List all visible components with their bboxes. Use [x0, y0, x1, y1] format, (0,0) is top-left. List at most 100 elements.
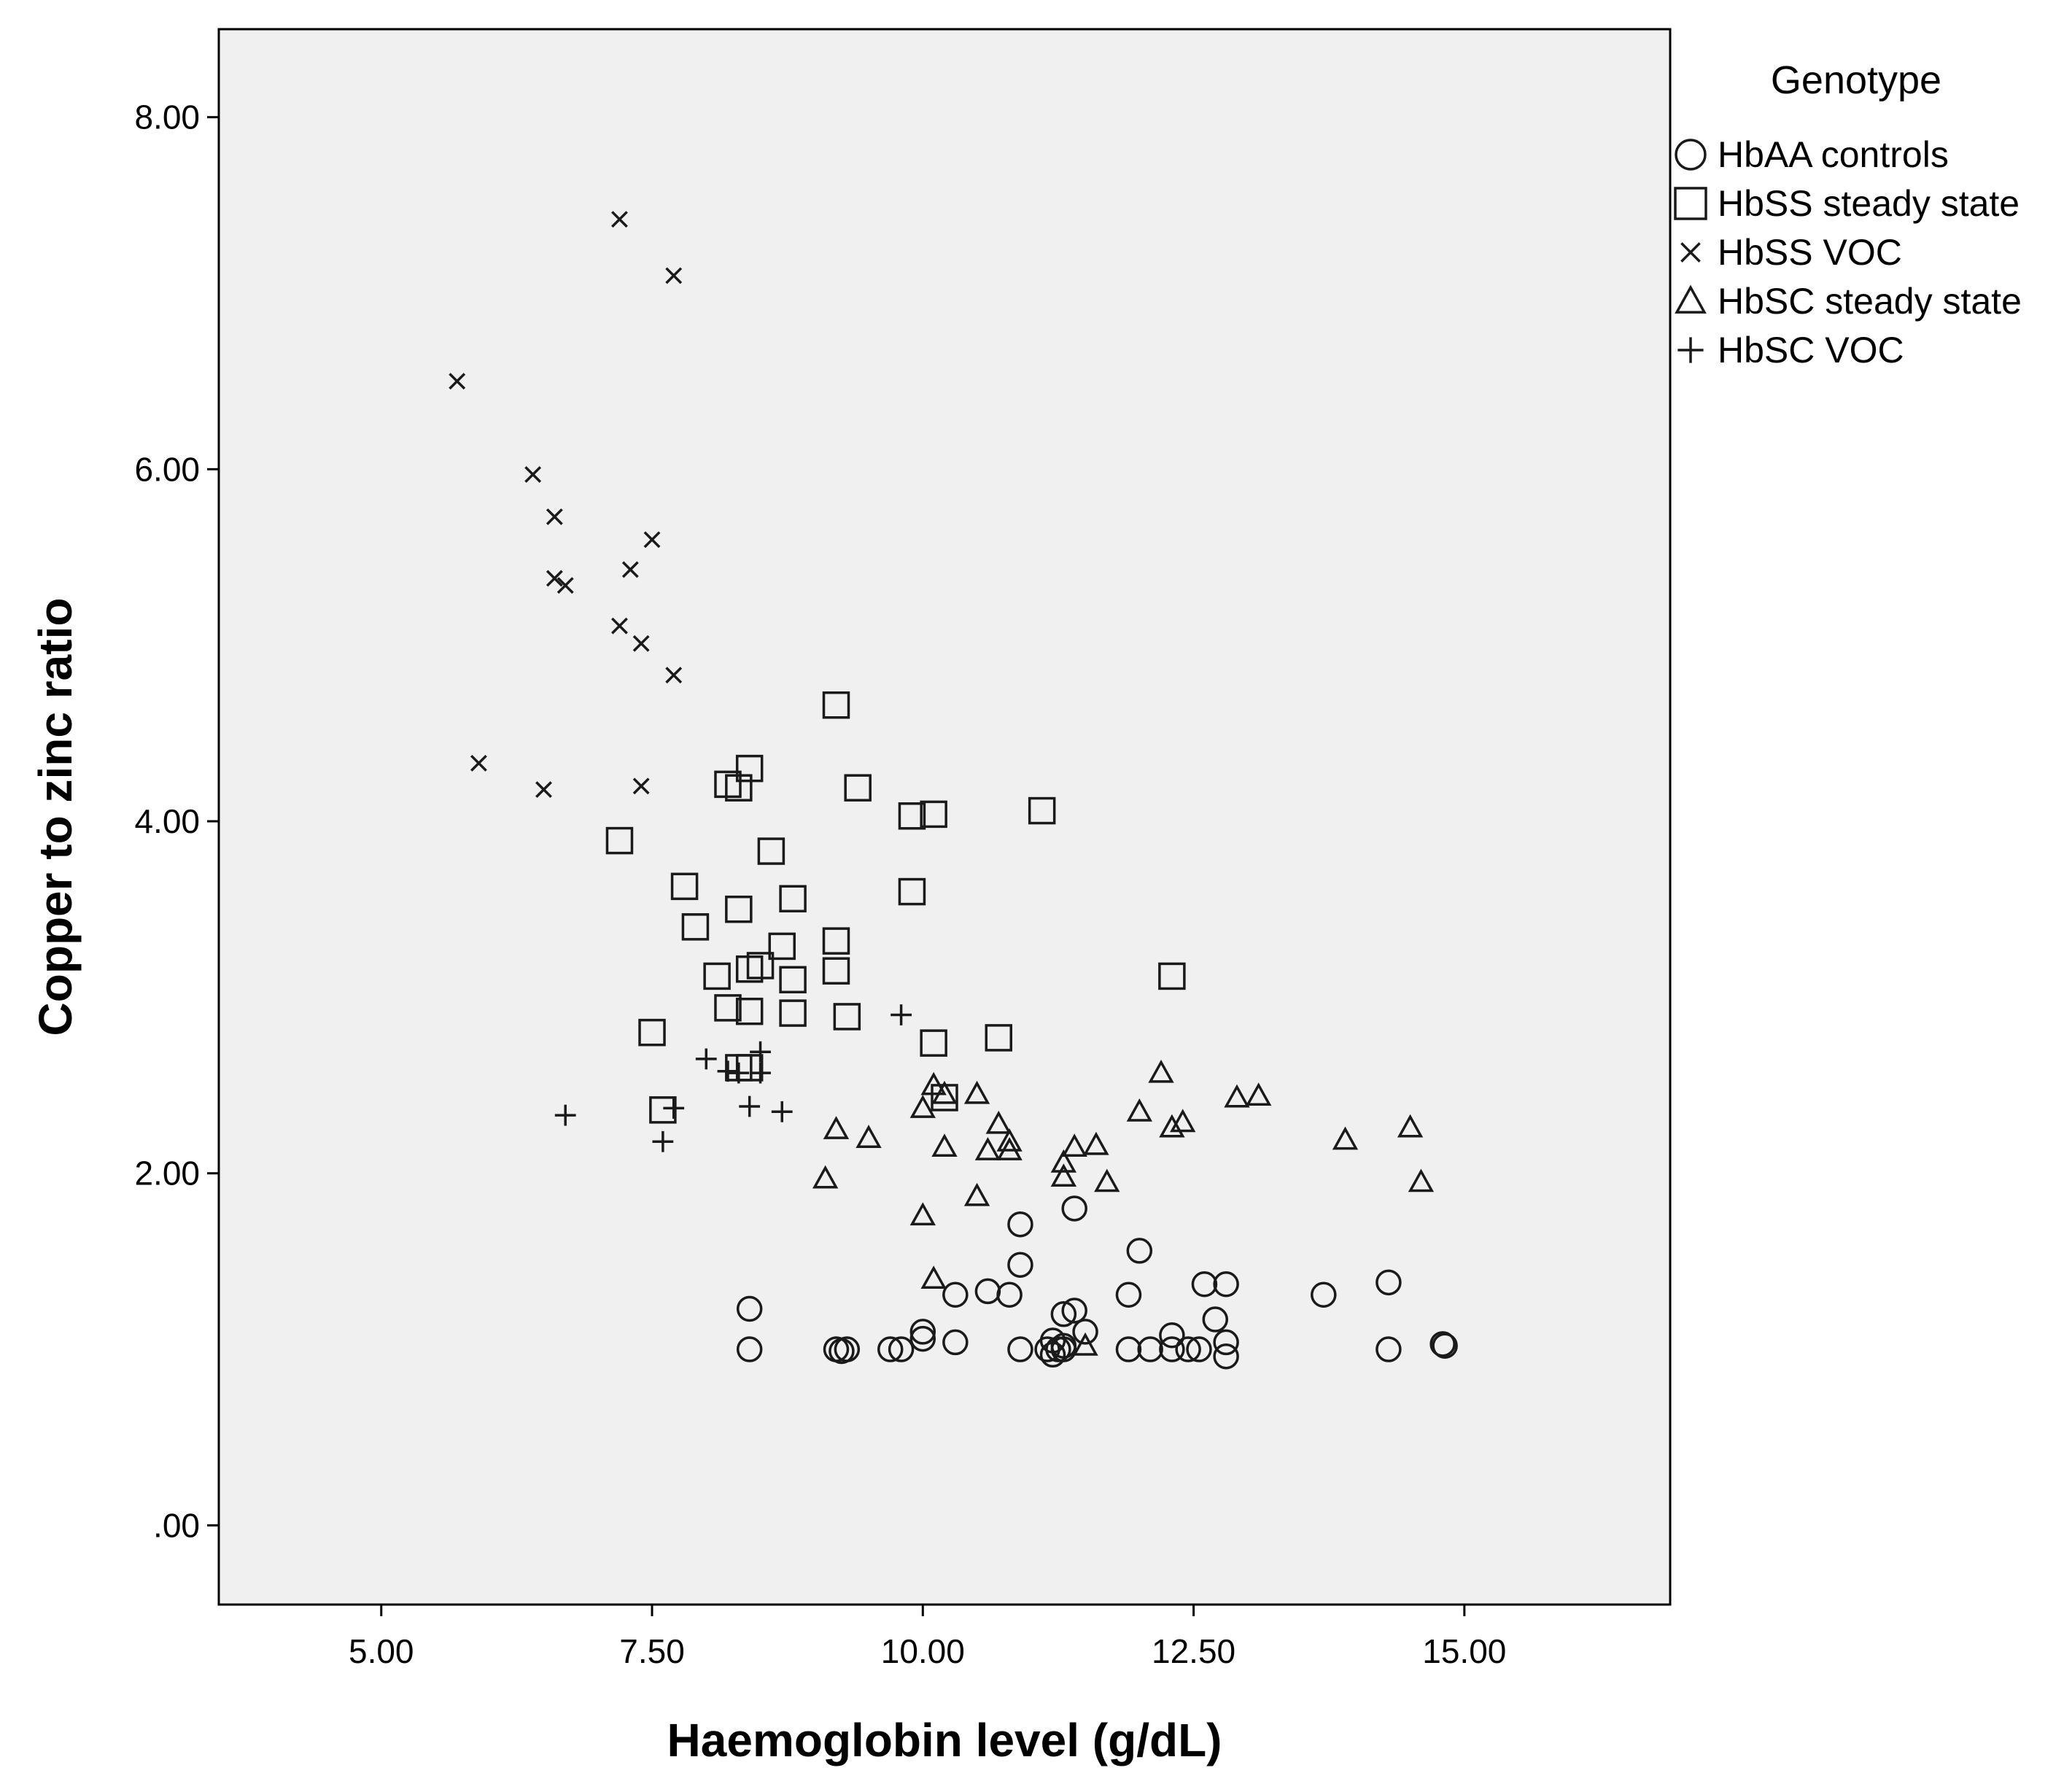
data-point [1050, 1301, 1077, 1327]
series-circle [736, 1195, 1458, 1370]
y-tick-label: .00 [153, 1506, 200, 1544]
data-point [717, 1060, 739, 1082]
data-point [1432, 1333, 1458, 1359]
x-tick-label: 10.00 [881, 1632, 965, 1670]
series-x [449, 211, 683, 799]
data-point [546, 508, 563, 525]
data-point [1061, 1298, 1087, 1324]
data-point [1224, 1084, 1250, 1108]
data-point [663, 1098, 685, 1119]
data-point [556, 577, 574, 594]
data-point [996, 1281, 1023, 1308]
legend-label: HbSC VOC [1718, 330, 1904, 371]
data-point [739, 1095, 761, 1117]
data-point [470, 754, 487, 772]
data-point [681, 913, 710, 941]
data-point [963, 1182, 990, 1206]
x-axis-title: Haemoglobin level (g/dL) [667, 1714, 1222, 1766]
data-point [1137, 1336, 1163, 1362]
data-point [920, 1071, 947, 1095]
data-point [1159, 1114, 1185, 1138]
data-point [1072, 1319, 1098, 1345]
data-point [1429, 1331, 1456, 1357]
data-point [779, 885, 807, 912]
data-point [652, 1130, 674, 1152]
data-point [822, 691, 850, 719]
data-point [1050, 1163, 1077, 1187]
data-point [746, 952, 775, 980]
y-tick-label: 8.00 [134, 98, 200, 136]
data-point [779, 966, 807, 993]
data-point [703, 962, 731, 990]
data-point [449, 373, 466, 390]
data-point [728, 1062, 750, 1084]
data-point [611, 211, 628, 228]
data-point [605, 826, 634, 855]
data-point [649, 1096, 677, 1124]
data-point [735, 997, 764, 1025]
data-point [1158, 962, 1186, 990]
data-point [750, 1062, 771, 1084]
data-point [632, 635, 650, 652]
data-point [1007, 1252, 1033, 1278]
data-point [1159, 1336, 1185, 1362]
series-plus [554, 1004, 912, 1152]
data-point [779, 999, 807, 1027]
y-axis: .00 2.00 4.00 6.00 8.00 [134, 98, 219, 1544]
data-point [714, 770, 742, 799]
data-point [1083, 1131, 1109, 1155]
x-axis: 5.00 7.50 10.00 12.50 15.00 [349, 1605, 1506, 1670]
data-point [665, 667, 683, 684]
data-point [942, 1281, 969, 1308]
data-point [714, 994, 742, 1022]
data-point [1202, 1306, 1229, 1333]
data-point [1050, 1333, 1077, 1359]
x-tick-label: 15.00 [1422, 1632, 1506, 1670]
data-point [1186, 1336, 1212, 1362]
data-point [757, 837, 785, 865]
legend-label: HbSS steady state [1718, 183, 2020, 224]
series-triangle [812, 1059, 1435, 1356]
data-point [920, 1029, 947, 1057]
data-point [1213, 1271, 1239, 1298]
data-points [449, 211, 1458, 1370]
data-point [909, 1325, 936, 1352]
data-point [834, 1336, 861, 1362]
x-tick-label: 7.50 [619, 1632, 685, 1670]
data-point [771, 1101, 793, 1122]
data-point [963, 1080, 990, 1104]
data-point [920, 1265, 947, 1289]
data-point [1376, 1269, 1402, 1296]
data-point [695, 1048, 717, 1070]
data-point [611, 617, 628, 635]
data-point [1072, 1332, 1098, 1356]
data-point [670, 872, 699, 901]
legend-marker [1675, 284, 1707, 314]
data-point [638, 1018, 666, 1047]
data-point [735, 1054, 764, 1082]
legend: Genotype HbAA controls HbSS steady state H… [1674, 58, 2022, 371]
data-point [1126, 1238, 1153, 1264]
data-point [909, 1319, 936, 1345]
data-point [931, 1080, 958, 1104]
data-point [812, 1165, 839, 1189]
data-point [920, 800, 947, 829]
plot-area [217, 28, 1672, 1606]
y-axis-title: Copper to zinc ratio [29, 598, 82, 1036]
data-point [996, 1128, 1023, 1152]
data-point [891, 1004, 912, 1025]
y-tick-label: 6.00 [134, 450, 200, 488]
data-point [1115, 1336, 1142, 1362]
data-point [750, 1041, 771, 1063]
data-point [931, 1133, 958, 1157]
data-point [985, 1110, 1012, 1134]
data-point [1175, 1336, 1201, 1362]
data-point [768, 932, 796, 961]
x-tick-label: 5.00 [349, 1632, 414, 1670]
legend-title: Genotype [1771, 58, 1941, 102]
data-point [736, 1336, 763, 1362]
data-point [1148, 1059, 1174, 1083]
data-point [822, 957, 850, 985]
legend-label: HbSC steady state [1718, 281, 2022, 322]
data-point [996, 1137, 1023, 1160]
